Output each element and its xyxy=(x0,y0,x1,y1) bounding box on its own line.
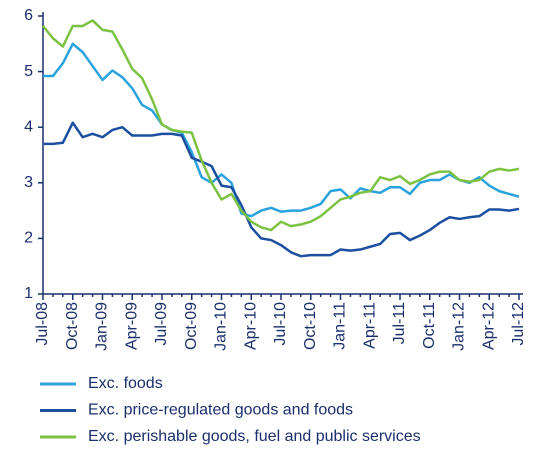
x-tick-label: Apr-11 xyxy=(361,302,378,349)
y-tick-label: 5 xyxy=(24,63,33,80)
x-tick-label: Apr-09 xyxy=(123,302,140,350)
y-tick-label: 6 xyxy=(24,7,33,24)
x-tick-label: Oct-09 xyxy=(183,302,200,350)
x-tick-label: Oct-08 xyxy=(64,302,81,350)
y-tick-label: 4 xyxy=(24,118,33,135)
legend-label: Exc. perishable goods, fuel and public s… xyxy=(88,428,421,445)
legend-label: Exc. foods xyxy=(88,375,163,392)
line-series xyxy=(43,121,520,258)
x-tick-label: Jul-11 xyxy=(391,302,408,344)
line-series xyxy=(43,42,520,218)
x-tick-label: Jan-09 xyxy=(94,302,111,351)
x-tick-label: Jul-10 xyxy=(272,302,289,346)
y-tick-label: 2 xyxy=(24,230,33,247)
x-tick-label: Oct-11 xyxy=(421,302,438,349)
x-tick-label: Apr-12 xyxy=(480,302,497,350)
x-tick-label: Oct-10 xyxy=(302,302,319,350)
x-tick-label: Jul-09 xyxy=(153,302,170,346)
x-tick-label: Jul-08 xyxy=(34,302,51,346)
x-tick-label: Apr-10 xyxy=(242,302,259,350)
legend-label: Exc. price-regulated goods and foods xyxy=(88,402,353,419)
y-tick-label: 1 xyxy=(24,285,33,302)
line-series xyxy=(42,19,520,232)
x-tick-label: Jan-11 xyxy=(332,302,349,350)
x-tick-label: Jan-12 xyxy=(451,302,468,351)
x-tick-label: Jan-10 xyxy=(213,302,230,351)
y-tick-label: 3 xyxy=(24,174,33,191)
x-tick-label: Jul-12 xyxy=(510,302,527,346)
